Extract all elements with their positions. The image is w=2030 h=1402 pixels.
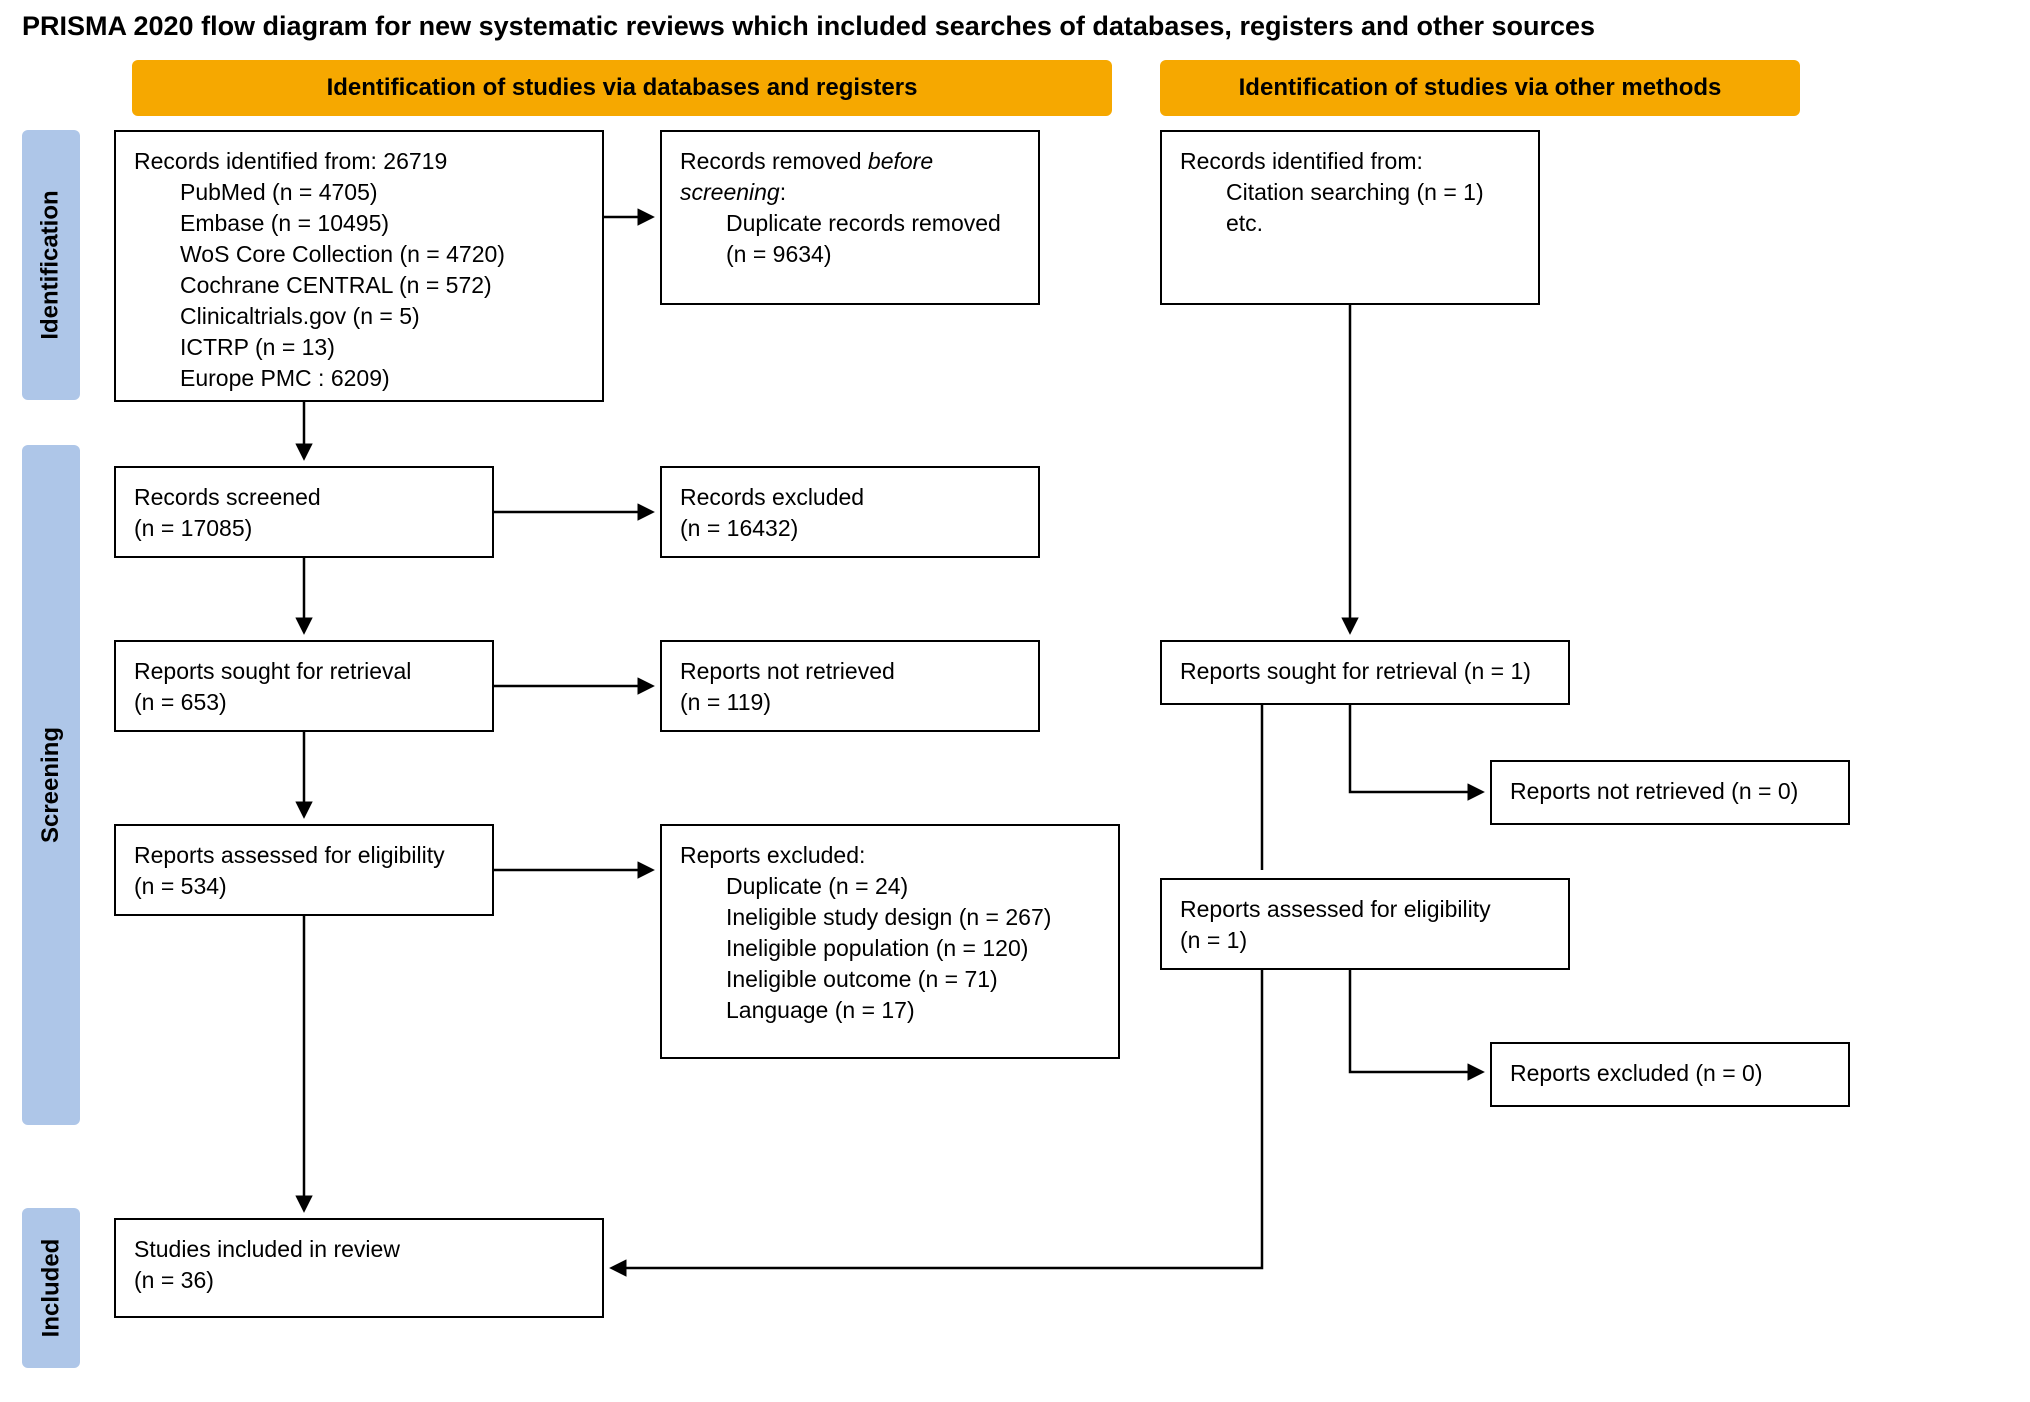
- box-reports-not-retrieved: Reports not retrieved(n = 119): [660, 640, 1040, 732]
- box-reports-excluded-reasons: Reports excluded: Duplicate (n = 24)Inel…: [660, 824, 1120, 1059]
- stage-identification: Identification: [22, 130, 80, 400]
- b2-items: Duplicate records removed (n = 9634): [680, 208, 1020, 270]
- box-other-reports-not-retrieved: Reports not retrieved (n = 0): [1490, 760, 1850, 825]
- box-other-reports-assessed: Reports assessed for eligibility(n = 1): [1160, 878, 1570, 970]
- stage-included-label: Included: [37, 1239, 65, 1338]
- box-other-identified: Records identified from: Citation search…: [1160, 130, 1540, 305]
- b1-lead: Records identified from: 26719: [134, 146, 584, 177]
- box-other-reports-excluded: Reports excluded (n = 0): [1490, 1042, 1850, 1107]
- b11-items: Duplicate (n = 24)Ineligible study desig…: [680, 871, 1100, 1026]
- b3-items: Citation searching (n = 1)etc.: [1180, 177, 1520, 239]
- box-records-identified: Records identified from: 26719 PubMed (n…: [114, 130, 604, 402]
- header-other-methods: Identification of studies via other meth…: [1160, 60, 1800, 116]
- diagram-title: PRISMA 2020 flow diagram for new systema…: [22, 10, 1595, 42]
- stage-identification-label: Identification: [37, 190, 65, 339]
- box-reports-assessed: Reports assessed for eligibility(n = 534…: [114, 824, 494, 916]
- stage-included: Included: [22, 1208, 80, 1368]
- stage-screening-label: Screening: [37, 727, 65, 843]
- b2-title: Records removed before screening:: [680, 146, 1020, 208]
- b1-items: PubMed (n = 4705)Embase (n = 10495)WoS C…: [134, 177, 584, 394]
- box-records-removed: Records removed before screening: Duplic…: [660, 130, 1040, 305]
- box-other-reports-sought: Reports sought for retrieval (n = 1): [1160, 640, 1570, 705]
- header-databases: Identification of studies via databases …: [132, 60, 1112, 116]
- arrow-b12-b13: [1350, 970, 1482, 1072]
- arrow-b8-b9: [1350, 705, 1482, 792]
- box-studies-included: Studies included in review(n = 36): [114, 1218, 604, 1318]
- box-records-excluded: Records excluded(n = 16432): [660, 466, 1040, 558]
- box-reports-sought: Reports sought for retrieval(n = 653): [114, 640, 494, 732]
- stage-screening: Screening: [22, 445, 80, 1125]
- b11-lead: Reports excluded:: [680, 840, 1100, 871]
- b3-lead: Records identified from:: [1180, 146, 1520, 177]
- box-records-screened: Records screened(n = 17085): [114, 466, 494, 558]
